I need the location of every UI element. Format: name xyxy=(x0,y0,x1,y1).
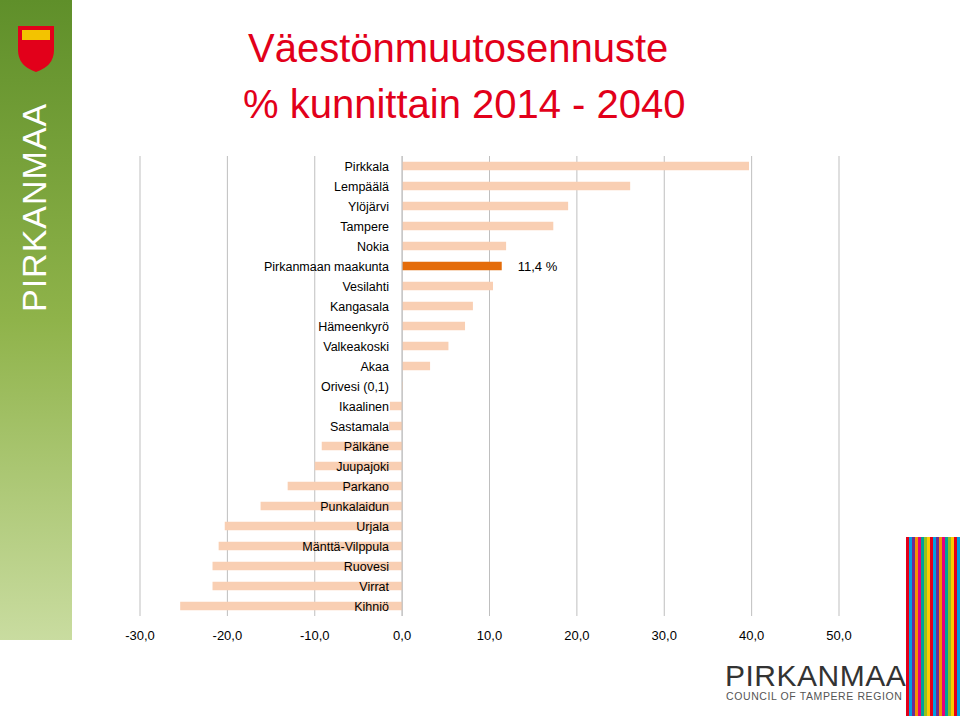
bar xyxy=(402,362,430,371)
category-label: Pälkäne xyxy=(344,440,389,454)
bar xyxy=(389,422,402,431)
annotation: 11,4 % xyxy=(518,259,558,274)
side-strip xyxy=(0,0,72,640)
category-label: Ylöjärvi xyxy=(348,200,389,214)
x-tick-label: 10,0 xyxy=(477,628,502,643)
category-label: Kangasala xyxy=(330,300,389,314)
decorative-stripes xyxy=(906,537,960,716)
grid-line xyxy=(576,156,577,616)
stripe xyxy=(906,537,909,716)
category-label: Valkeakoski xyxy=(323,340,389,354)
stripe xyxy=(942,537,945,716)
category-label: Vesilahti xyxy=(342,280,389,294)
bar xyxy=(402,222,553,231)
category-label: Urjala xyxy=(356,520,389,534)
stripe xyxy=(909,537,912,716)
x-tick-label: -30,0 xyxy=(125,628,155,643)
bar xyxy=(402,302,473,311)
category-label: Akaa xyxy=(361,360,390,374)
stripe xyxy=(948,537,951,716)
category-label: Pirkkala xyxy=(345,160,390,174)
x-tick-label: 0,0 xyxy=(393,628,411,643)
stripe xyxy=(921,537,924,716)
bar xyxy=(402,182,630,191)
chart: PIRKANMAA Väestönmuutosennuste % kunnittai… xyxy=(0,0,960,716)
bar xyxy=(402,322,465,331)
category-label: Sastamala xyxy=(330,420,389,434)
logo-subtext: COUNCIL OF TAMPERE REGION xyxy=(726,690,902,702)
category-axis xyxy=(402,156,403,616)
stripe xyxy=(945,537,948,716)
x-tick-label: 40,0 xyxy=(739,628,764,643)
bar xyxy=(402,202,568,211)
bar xyxy=(402,162,749,171)
category-label: Lempäälä xyxy=(334,180,389,194)
stripe xyxy=(918,537,921,716)
grid-line xyxy=(140,156,141,616)
category-label: Orivesi (0,1) xyxy=(321,380,389,394)
title: Väestönmuutosennuste xyxy=(248,26,668,70)
stripe xyxy=(912,537,915,716)
bar xyxy=(402,342,448,351)
category-label: Ruovesi xyxy=(344,560,389,574)
stripe xyxy=(957,537,960,716)
subtitle: % kunnittain 2014 - 2040 xyxy=(243,82,686,126)
grid-line xyxy=(664,156,665,616)
category-label: Ikaalinen xyxy=(339,400,389,414)
category-label: Hämeenkyrö xyxy=(318,320,389,334)
grid-line xyxy=(751,156,752,616)
x-tick-label: 30,0 xyxy=(652,628,677,643)
category-label: Tampere xyxy=(340,220,389,234)
stripe xyxy=(951,537,954,716)
bar xyxy=(402,262,502,271)
category-label: Juupajoki xyxy=(336,460,389,474)
grid xyxy=(140,156,839,616)
stripe xyxy=(936,537,939,716)
x-tick-label: -20,0 xyxy=(213,628,243,643)
bar xyxy=(390,402,402,411)
logo-text: PIRKANMAA xyxy=(725,659,906,692)
stripe xyxy=(924,537,927,716)
stripe xyxy=(939,537,942,716)
coat-of-arms xyxy=(18,26,54,72)
stripe xyxy=(915,537,918,716)
stripe xyxy=(930,537,933,716)
category-label: Nokia xyxy=(357,240,389,254)
bar xyxy=(402,242,506,251)
bars xyxy=(180,162,749,611)
category-label: Parkano xyxy=(342,480,389,494)
stripe xyxy=(933,537,936,716)
stripe xyxy=(927,537,930,716)
grid-line xyxy=(839,156,840,616)
category-label: Mänttä-Vilppula xyxy=(302,540,389,554)
category-label: Pirkanmaan maakunta xyxy=(264,260,389,274)
x-tick-label: -10,0 xyxy=(300,628,330,643)
coat-of-arms-detail xyxy=(22,30,50,40)
category-label: Virrat xyxy=(359,580,389,594)
stripe xyxy=(954,537,957,716)
x-tick-label: 50,0 xyxy=(826,628,851,643)
bar xyxy=(402,282,493,291)
category-label: Kihniö xyxy=(354,600,389,614)
grid-line xyxy=(402,156,403,616)
side-text: PIRKANMAA xyxy=(15,103,53,312)
category-label: Punkalaidun xyxy=(320,500,389,514)
x-tick-label: 20,0 xyxy=(564,628,589,643)
